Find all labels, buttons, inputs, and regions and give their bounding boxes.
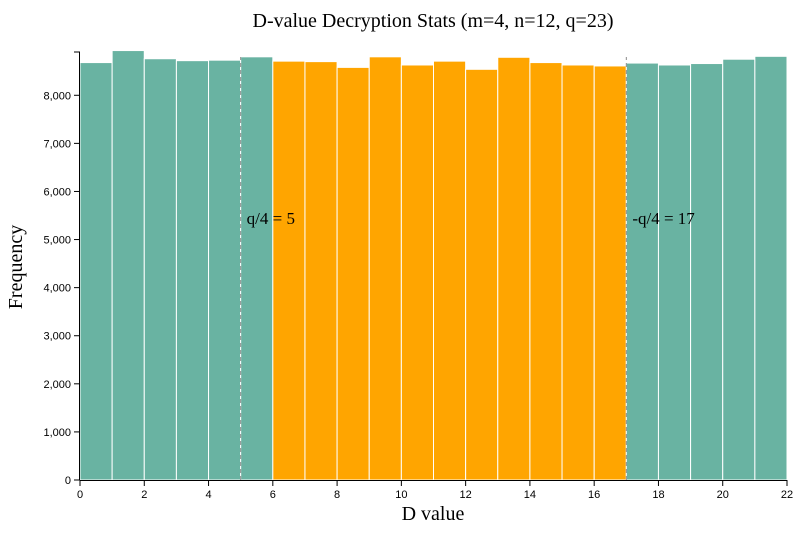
threshold-label: -q/4 = 17 xyxy=(632,209,695,228)
histogram-bar xyxy=(240,56,274,481)
x-tick-label: 18 xyxy=(652,489,664,501)
histogram-bar xyxy=(465,68,499,481)
threshold-label: q/4 = 5 xyxy=(247,209,295,228)
bars-group xyxy=(79,50,788,481)
histogram-bar xyxy=(593,65,627,481)
histogram-bar xyxy=(175,60,210,481)
x-tick-label: 2 xyxy=(141,489,147,501)
histogram-bar xyxy=(304,61,338,481)
y-tick-label: 4,000 xyxy=(43,283,71,295)
histogram-bar xyxy=(79,62,113,481)
histogram-bar xyxy=(111,50,145,481)
x-tick-label: 4 xyxy=(205,489,211,501)
histogram-bar xyxy=(561,64,595,481)
x-tick-label: 16 xyxy=(588,489,600,501)
histogram-bar xyxy=(497,56,531,481)
histogram-bar xyxy=(143,58,177,481)
histogram-bar xyxy=(625,62,659,481)
histogram-bar xyxy=(368,56,402,481)
histogram-bar xyxy=(690,63,724,481)
x-tick-label: 14 xyxy=(524,489,536,501)
y-axis: 0 1,000 2,000 3,000 4,000 5,000 6,000 7,000 8,00… xyxy=(43,51,80,487)
x-tick-label: 10 xyxy=(395,489,407,501)
x-tick-label: 20 xyxy=(717,489,729,501)
y-tick-label: 3,000 xyxy=(43,331,71,343)
y-tick-label: 5,000 xyxy=(43,235,71,247)
histogram-bar xyxy=(754,55,788,481)
x-axis-label: D value xyxy=(402,503,465,525)
histogram-bar xyxy=(433,60,467,481)
y-tick-label: 7,000 xyxy=(43,138,71,150)
y-axis-label: Frequency xyxy=(5,225,27,309)
x-tick-label: 8 xyxy=(334,489,340,501)
histogram-bar xyxy=(722,58,756,481)
thresholds-group: q/4 = 5 -q/4 = 17 xyxy=(240,57,695,480)
y-tick-label: 2,000 xyxy=(43,379,71,391)
histogram-bar xyxy=(529,62,563,481)
chart-title: D-value Decryption Stats (m=4, n=12, q=2… xyxy=(253,10,614,32)
x-axis: 0 2 4 6 8 10 12 14 16 18 20 22 xyxy=(77,480,793,501)
y-tick-label: 6,000 xyxy=(43,186,71,198)
histogram-bar xyxy=(272,60,306,481)
histogram-bar xyxy=(657,64,692,481)
histogram-bar xyxy=(336,66,370,481)
x-tick-label: 22 xyxy=(781,489,793,501)
y-tick-label: 1,000 xyxy=(43,427,71,439)
y-tick-label: 8,000 xyxy=(43,90,71,102)
histogram-bar xyxy=(208,59,242,481)
x-tick-label: 6 xyxy=(270,489,276,501)
x-tick-label: 12 xyxy=(460,489,472,501)
histogram-bar xyxy=(400,64,435,481)
y-tick-label: 0 xyxy=(65,475,71,487)
x-tick-label: 0 xyxy=(77,489,83,501)
